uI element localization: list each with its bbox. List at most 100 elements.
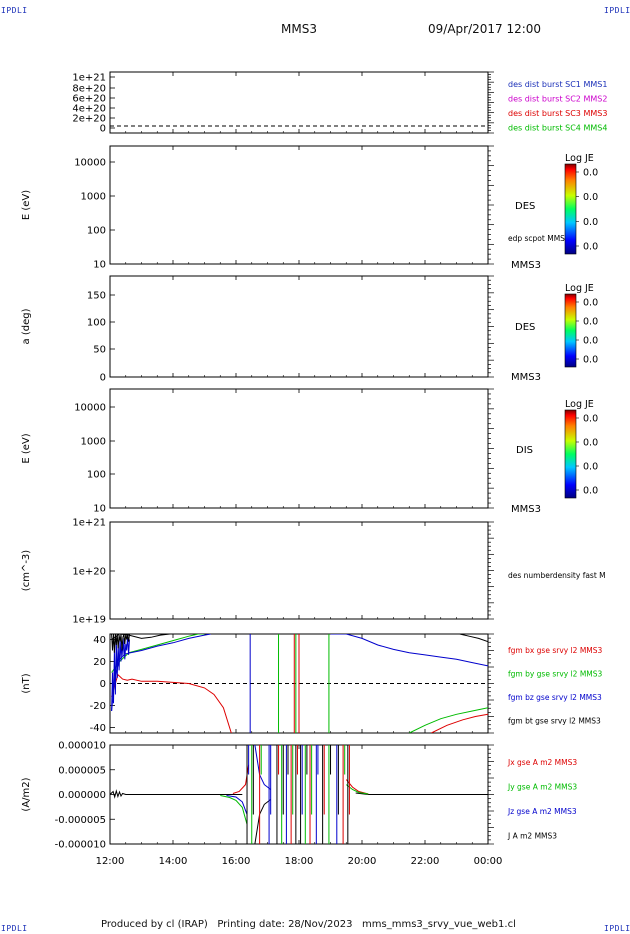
- panel-frame: [109, 145, 489, 265]
- y-tick-label: 1000: [81, 437, 106, 448]
- colorbar-value: 0.0: [583, 355, 598, 366]
- datetime-title: 09/Apr/2017 12:00: [428, 22, 542, 36]
- y-axis-label: E (eV): [21, 190, 32, 220]
- colorbar-value: 0.0: [583, 168, 598, 179]
- panel-spacecraft: MMS3: [511, 504, 541, 515]
- colorbar-value: 0.0: [583, 242, 598, 253]
- corner-label-bottom-right: IPDLI: [604, 924, 630, 933]
- y-tick-label: -0.000005: [55, 815, 106, 826]
- legend-entry: des numberdensity fast M: [508, 571, 606, 580]
- legend-entry: fgm bz gse srvy l2 MMS3: [508, 693, 602, 702]
- current-baseline: [110, 789, 243, 799]
- corner-label-top-right: IPDLI: [604, 6, 630, 15]
- y-tick-label: 150: [87, 291, 106, 302]
- legend-entry: des dist burst SC1 MMS1: [508, 80, 607, 89]
- y-axis-label: (A/m2): [21, 777, 32, 811]
- colorbar-value: 0.0: [583, 486, 598, 497]
- panel-frame: [109, 388, 489, 509]
- legend-entry: Jz gse A m2 MMS3: [507, 807, 577, 816]
- panel-label: DES: [515, 201, 535, 212]
- y-tick-label: 100: [87, 226, 106, 237]
- fgm-late-series-line: [459, 634, 488, 643]
- colorbar-title: Log JE: [565, 153, 594, 164]
- y-tick-label: 1e+20: [72, 567, 106, 578]
- y-tick-label: 4e+20: [72, 104, 106, 115]
- time-axis-label: 12:00: [96, 856, 125, 867]
- time-axis-label: 22:00: [411, 856, 440, 867]
- y-tick-label: 100: [87, 470, 106, 481]
- footer-credit: Produced by cl (IRAP) Printing date: 28/…: [101, 919, 516, 930]
- legend-entry: des dist burst SC2 MMS2: [508, 95, 607, 104]
- colorbar-value: 0.0: [583, 192, 598, 203]
- y-tick-label: 10000: [74, 403, 106, 414]
- y-tick-label: -40: [90, 723, 106, 734]
- legend-entry: fgm bx gse srvy l2 MMS3: [508, 646, 603, 655]
- panel-label: DES: [515, 322, 535, 333]
- y-tick-label: -20: [90, 701, 106, 712]
- y-tick-label: 10000: [74, 158, 106, 169]
- panel-frame: [109, 521, 489, 620]
- y-tick-label: 10: [93, 260, 106, 271]
- y-tick-label: -0.000010: [55, 840, 106, 851]
- y-tick-label: 1e+21: [72, 518, 106, 529]
- fgm-series-line: [111, 634, 205, 673]
- time-axis-label: 18:00: [285, 856, 314, 867]
- panel-spacecraft: MMS3: [511, 372, 541, 383]
- colorbar-value: 0.0: [583, 317, 598, 328]
- current-series-line: [232, 764, 250, 794]
- panel-frame: [109, 71, 489, 134]
- y-tick-label: 0.000010: [58, 741, 106, 752]
- time-axis-label: 20:00: [348, 856, 377, 867]
- colorbar-value: 0.0: [583, 438, 598, 449]
- colorbar: [564, 293, 577, 368]
- colorbar-title: Log JE: [565, 399, 594, 410]
- y-axis-label: E (eV): [21, 433, 32, 463]
- y-tick-label: 50: [93, 345, 106, 356]
- y-tick-label: 20: [93, 657, 106, 668]
- y-tick-label: 0: [100, 679, 106, 690]
- y-tick-label: 2e+20: [72, 114, 106, 125]
- legend-entry: des dist burst SC4 MMS4: [508, 124, 607, 133]
- panel-frame: [109, 275, 489, 378]
- spacecraft-title: MMS3: [281, 22, 317, 36]
- y-tick-label: 1e+21: [72, 73, 106, 84]
- y-tick-label: 0.000000: [58, 790, 106, 801]
- colorbar-value: 0.0: [583, 336, 598, 347]
- fgm-late-series-line: [330, 634, 488, 667]
- legend-entry: fgm bt gse srvy l2 MMS3: [508, 717, 601, 726]
- fgm-late-series-line: [431, 713, 488, 733]
- colorbar-value: 0.0: [583, 298, 598, 309]
- time-axis-label: 16:00: [222, 856, 251, 867]
- panel-spacecraft: MMS3: [511, 260, 541, 271]
- legend-entry: Jy gse A m2 MMS3: [507, 783, 577, 792]
- fgm-late-series-line: [409, 707, 488, 733]
- colorbar-title: Log JE: [565, 283, 594, 294]
- time-axis-label: 00:00: [474, 856, 503, 867]
- colorbar: [564, 163, 577, 255]
- current-baseline: [355, 792, 488, 795]
- y-axis-label: a (deg): [21, 308, 32, 344]
- fgm-series-line: [111, 673, 232, 733]
- colorbar-value: 0.0: [583, 217, 598, 228]
- legend-entry: Jx gse A m2 MMS3: [507, 758, 577, 767]
- colorbar: [564, 409, 577, 499]
- corner-label-top-left: IPDLI: [1, 6, 28, 15]
- fgm-noise-line: [111, 635, 130, 712]
- legend-entry: des dist burst SC3 MMS3: [508, 109, 607, 118]
- colorbar-value: 0.0: [583, 414, 598, 425]
- y-tick-label: 100: [87, 318, 106, 329]
- y-tick-label: 8e+20: [72, 84, 106, 95]
- current-series-line: [220, 795, 248, 825]
- y-tick-label: 10: [93, 504, 106, 515]
- time-axis-label: 14:00: [159, 856, 188, 867]
- current-series-line: [226, 795, 248, 815]
- panel-sublabel: edp scpot MMS3: [508, 234, 570, 243]
- corner-label-bottom-left: IPDLI: [1, 924, 28, 933]
- y-tick-label: 40: [93, 635, 106, 646]
- legend-entry: fgm by gse srvy l2 MMS3: [508, 670, 603, 679]
- y-tick-label: 6e+20: [72, 94, 106, 105]
- panel-label: DIS: [516, 445, 533, 456]
- fgm-noise-line: [111, 634, 130, 653]
- legend-entry: J A m2 MMS3: [507, 832, 557, 841]
